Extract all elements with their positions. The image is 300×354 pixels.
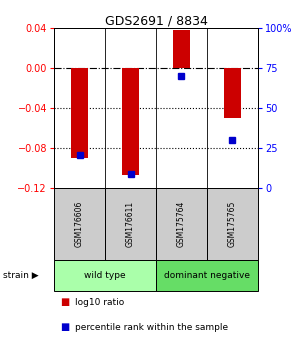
Text: dominant negative: dominant negative (164, 271, 250, 280)
Title: GDS2691 / 8834: GDS2691 / 8834 (105, 14, 207, 27)
Bar (172, 30, 190, 68)
Bar (54, 260, 156, 291)
Text: GSM176611: GSM176611 (126, 201, 135, 247)
Bar (207, 188, 258, 260)
Bar (70, 68, 88, 159)
Text: GSM176606: GSM176606 (75, 201, 84, 247)
Text: strain ▶: strain ▶ (3, 271, 39, 280)
Text: ■: ■ (60, 322, 69, 332)
Text: GSM175765: GSM175765 (228, 201, 237, 247)
Text: GSM175764: GSM175764 (177, 201, 186, 247)
Bar (156, 188, 207, 260)
Bar (54, 188, 105, 260)
Bar (122, 68, 140, 176)
Bar (105, 188, 156, 260)
Text: wild type: wild type (84, 271, 126, 280)
Bar (224, 68, 242, 119)
Text: log10 ratio: log10 ratio (75, 298, 124, 307)
Bar (156, 260, 258, 291)
Text: percentile rank within the sample: percentile rank within the sample (75, 323, 228, 332)
Text: ■: ■ (60, 297, 69, 307)
